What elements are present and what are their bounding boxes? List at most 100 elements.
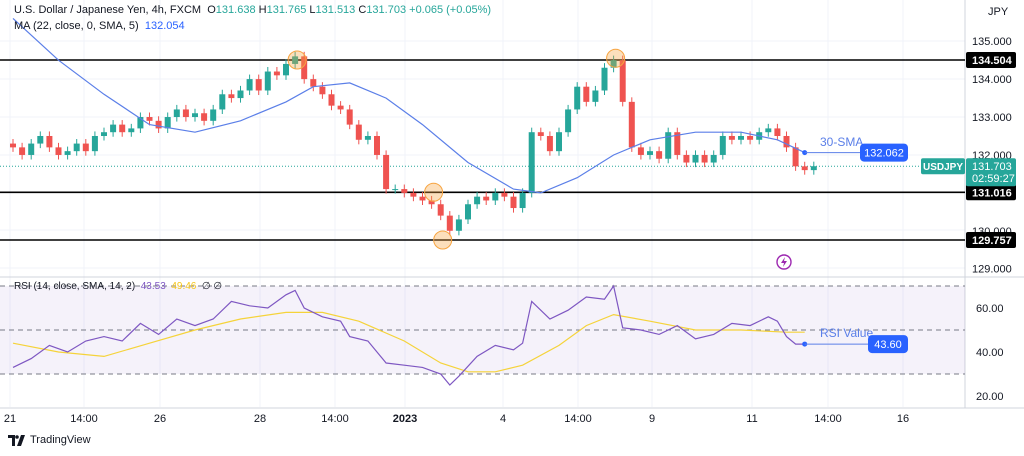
time-tick-label: 2023: [393, 413, 417, 425]
candle: [474, 196, 481, 205]
candle: [310, 79, 317, 87]
candle: [792, 147, 799, 167]
candle: [747, 135, 754, 140]
price-tick-label: 129.000: [972, 264, 1012, 276]
candle: [465, 204, 471, 220]
candle: [201, 113, 208, 121]
candle: [492, 192, 499, 201]
lightning-icon-glyph: [781, 257, 787, 267]
candle: [73, 143, 80, 152]
level-price-tag: [966, 184, 1016, 201]
candle: [37, 135, 44, 144]
candle: [246, 79, 253, 91]
candle: [273, 71, 280, 76]
candle: [683, 154, 690, 163]
candle: [410, 192, 417, 197]
tradingview-logo[interactable]: TradingView: [8, 434, 91, 446]
rsi-ma-value: 49.46: [171, 281, 197, 292]
close-label: C: [358, 4, 367, 16]
candle: [283, 63, 289, 76]
candle: [601, 67, 608, 91]
candle: [528, 132, 535, 193]
candle: [101, 132, 107, 136]
rsi-tick-label: 40.00: [976, 347, 1004, 359]
candle: [392, 189, 399, 191]
candle: [164, 117, 171, 129]
candle: [137, 117, 144, 129]
time-tick-label: 4: [500, 413, 506, 425]
level-price-label: 131.016: [972, 187, 1012, 199]
candle: [383, 154, 390, 190]
rsi-line: [12, 284, 805, 386]
candle: [228, 94, 235, 99]
time-tick-label: 14:00: [321, 413, 349, 425]
candle: [28, 143, 35, 155]
high-label: H: [258, 4, 267, 16]
candle: [583, 86, 590, 102]
candle: [637, 147, 644, 155]
candle: [337, 105, 344, 110]
candle: [501, 192, 508, 197]
level-price-tag: [966, 232, 1016, 249]
low-label: L: [309, 4, 316, 16]
time-tick-label: 14:00: [564, 413, 592, 425]
candle: [182, 109, 189, 118]
time-tick-label: 14:00: [70, 413, 98, 425]
candle: [619, 60, 626, 102]
ma-legend[interactable]: MA (22, close, 0, SMA, 5) 132.054: [14, 20, 185, 32]
time-tick-label: 21: [4, 413, 16, 425]
candle: [264, 71, 271, 91]
candle: [437, 204, 444, 216]
candle: [428, 200, 435, 205]
current-price-tag: [966, 158, 1016, 187]
candle: [628, 101, 635, 148]
level-price-label: 129.757: [972, 235, 1012, 247]
candle: [719, 135, 726, 155]
candle: [783, 135, 790, 148]
candle: [374, 135, 380, 155]
ma-annotation-label: 30-SMA: [820, 135, 863, 149]
candle: [237, 90, 244, 99]
highlight-circle: [606, 48, 626, 68]
candle: [519, 192, 526, 209]
candle: [610, 60, 617, 68]
candle: [173, 109, 180, 118]
candle: [210, 109, 217, 121]
rsi-extra: ∅ ∅: [201, 281, 223, 292]
ma-annotation-value: 132.062: [864, 148, 904, 160]
candle: [82, 143, 89, 152]
candle: [19, 147, 26, 155]
candle: [537, 132, 544, 136]
rsi-annotation-label: RSI Value: [820, 326, 873, 340]
candle: [446, 215, 453, 231]
candle: [64, 151, 71, 155]
branding-text: TradingView: [30, 434, 91, 446]
candle: [656, 151, 663, 159]
rsi-legend[interactable]: RSI (14, close, SMA, 14, 2) 43.53 49.46 …: [14, 281, 222, 292]
candle: [146, 117, 153, 121]
candle: [155, 120, 162, 129]
candle: [292, 56, 299, 64]
time-tick-label: 26: [154, 413, 166, 425]
candle: [801, 166, 808, 171]
candle: [556, 132, 562, 152]
price-tick-label: 135.000: [972, 36, 1012, 48]
candle: [565, 109, 572, 133]
ma-value: 132.054: [144, 20, 185, 32]
price-tick-label: 134.000: [972, 74, 1012, 86]
candle: [91, 135, 98, 152]
candle: [665, 132, 672, 159]
countdown-label: 02:59:27: [972, 173, 1015, 185]
candle: [192, 113, 198, 118]
highlight-circle: [424, 182, 444, 202]
currency-label: JPY: [988, 6, 1009, 18]
candle: [592, 90, 599, 102]
price-tick-label: 133.000: [972, 112, 1012, 124]
ma-annotation-box: [860, 143, 908, 162]
level-price-label: 134.504: [972, 55, 1013, 67]
time-tick-label: 14:00: [814, 413, 842, 425]
candle: [128, 128, 135, 133]
candle: [810, 166, 817, 171]
candle: [546, 135, 553, 152]
